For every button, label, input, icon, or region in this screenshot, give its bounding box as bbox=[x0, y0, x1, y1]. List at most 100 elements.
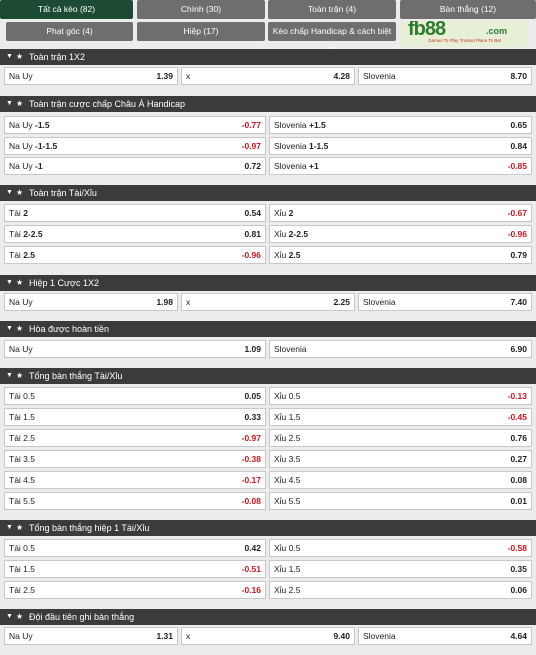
caret-down-icon[interactable]: ▼ bbox=[6, 325, 13, 332]
odds-cell[interactable]: Na Uy -1 0.72 bbox=[4, 157, 266, 175]
odds-value: 4.28 bbox=[333, 71, 350, 81]
odds-row: Na Uy 1.09 Slovenia 6.90 bbox=[4, 340, 532, 358]
tab-goals[interactable]: Bàn thắng (12) bbox=[400, 0, 536, 19]
tab-main[interactable]: Chính (30) bbox=[137, 0, 265, 19]
caret-down-icon[interactable]: ▼ bbox=[6, 613, 13, 620]
caret-down-icon[interactable]: ▼ bbox=[6, 100, 13, 107]
odds-value: 0.84 bbox=[510, 141, 527, 151]
tab-half[interactable]: Hiệp (17) bbox=[137, 22, 265, 41]
odds-value: 0.72 bbox=[244, 161, 261, 171]
odds-cell[interactable]: Xỉu 1.5 0.35 bbox=[269, 560, 532, 578]
star-icon[interactable]: ★ bbox=[16, 523, 24, 532]
odds-cell[interactable]: Xỉu 1.5 -0.45 bbox=[269, 408, 532, 426]
odds-cell[interactable]: Slovenia 4.64 bbox=[358, 627, 532, 645]
star-icon[interactable]: ★ bbox=[16, 278, 24, 287]
odds-cell[interactable]: Na Uy 1.09 bbox=[4, 340, 266, 358]
handicap-line: 2 bbox=[288, 208, 294, 218]
odds-cell[interactable]: Tài 0.5 0.42 bbox=[4, 539, 266, 557]
section-header[interactable]: ▼ ★ Toàn trận cược chấp Châu Á Handicap bbox=[0, 96, 536, 112]
odds-cell[interactable]: x 4.28 bbox=[181, 67, 355, 85]
odds-cell[interactable]: Tài 2.5 -0.16 bbox=[4, 581, 266, 599]
section-header[interactable]: ▼ ★ Toàn trận Tài/Xỉu bbox=[0, 185, 536, 201]
tab-handicap[interactable]: Kèo chấp Handicap & cách biệt (3) bbox=[268, 22, 396, 55]
star-icon[interactable]: ★ bbox=[16, 371, 24, 380]
odds-value: 0.76 bbox=[510, 433, 527, 443]
odds-cell[interactable]: Slovenia 6.90 bbox=[269, 340, 532, 358]
odds-cell[interactable]: Slovenia 8.70 bbox=[358, 67, 532, 85]
selection-label: Tài 0.5 bbox=[9, 391, 35, 401]
star-icon[interactable]: ★ bbox=[16, 52, 24, 61]
odds-cell[interactable]: Xỉu 4.5 0.08 bbox=[269, 471, 532, 489]
section-header[interactable]: ▼ ★ Hiệp 1 Cược 1X2 bbox=[0, 275, 536, 291]
odds-cell[interactable]: Xỉu 0.5 -0.13 bbox=[269, 387, 532, 405]
odds-cell[interactable]: Xỉu 5.5 0.01 bbox=[269, 492, 532, 510]
star-icon[interactable]: ★ bbox=[16, 324, 24, 333]
tab-all[interactable]: Tất cả kèo (82) bbox=[0, 0, 133, 19]
odds-value: 7.40 bbox=[510, 297, 527, 307]
handicap-line: -1.5 bbox=[35, 120, 50, 130]
odds-cell[interactable]: Slovenia 1-1.5 0.84 bbox=[269, 137, 532, 155]
selection-label: Slovenia bbox=[274, 344, 307, 354]
odds-cell[interactable]: Tài 0.5 0.05 bbox=[4, 387, 266, 405]
star-icon[interactable]: ★ bbox=[16, 188, 24, 197]
odds-cell[interactable]: Tài 3.5 -0.38 bbox=[4, 450, 266, 468]
odds-cell[interactable]: Xỉu 2.5 0.79 bbox=[269, 246, 532, 264]
odds-value: 0.54 bbox=[244, 208, 261, 218]
selection-label: Na Uy bbox=[9, 71, 33, 81]
fb88-logo[interactable]: fb88 .com Games To Play Trusted Place To… bbox=[400, 21, 528, 47]
section-header[interactable]: ▼ ★ Đội đầu tiên ghi bàn thắng bbox=[0, 609, 536, 625]
odds-cell[interactable]: Tài 2 0.54 bbox=[4, 204, 266, 222]
odds-value: 2.25 bbox=[333, 297, 350, 307]
selection-label: Xỉu 2-2.5 bbox=[274, 229, 309, 239]
odds-cell[interactable]: Xỉu 0.5 -0.58 bbox=[269, 539, 532, 557]
odds-cell[interactable]: Xỉu 2.5 0.06 bbox=[269, 581, 532, 599]
selection-label: Slovenia +1.5 bbox=[274, 120, 326, 130]
odds-cell[interactable]: Tài 2-2.5 0.81 bbox=[4, 225, 266, 243]
star-icon[interactable]: ★ bbox=[16, 612, 24, 621]
selection-label: Slovenia bbox=[363, 297, 396, 307]
odds-cell[interactable]: Xỉu 2-2.5 -0.96 bbox=[269, 225, 532, 243]
odds-cell[interactable]: Tài 1.5 0.33 bbox=[4, 408, 266, 426]
caret-down-icon[interactable]: ▼ bbox=[6, 53, 13, 60]
section-header[interactable]: ▼ ★ Tổng bàn thắng hiệp 1 Tài/Xỉu bbox=[0, 520, 536, 536]
odds-cell[interactable]: Tài 2.5 -0.97 bbox=[4, 429, 266, 447]
handicap-line: 2 bbox=[23, 208, 28, 218]
odds-cell[interactable]: x 9.40 bbox=[181, 627, 355, 645]
odds-cell[interactable]: Xỉu 2.5 0.76 bbox=[269, 429, 532, 447]
caret-down-icon[interactable]: ▼ bbox=[6, 524, 13, 531]
odds-value: -0.13 bbox=[507, 391, 527, 401]
odds-value: 0.79 bbox=[510, 250, 527, 260]
odds-cell[interactable]: Slovenia 7.40 bbox=[358, 293, 532, 311]
tab-full-match[interactable]: Toàn trận (4) bbox=[268, 0, 396, 19]
odds-cell[interactable]: Na Uy -1.5 -0.77 bbox=[4, 116, 266, 134]
odds-row: Tài 3.5 -0.38 Xỉu 3.5 0.27 bbox=[4, 450, 532, 468]
selection-label: Tài 5.5 bbox=[9, 496, 35, 506]
section-header[interactable]: ▼ ★ Toàn trận 1X2 bbox=[0, 49, 536, 65]
odds-cell[interactable]: Slovenia +1 -0.85 bbox=[269, 157, 532, 175]
caret-down-icon[interactable]: ▼ bbox=[6, 189, 13, 196]
odds-value: 0.06 bbox=[510, 585, 527, 595]
odds-cell[interactable]: Na Uy 1.39 bbox=[4, 67, 178, 85]
odds-cell[interactable]: Na Uy 1.31 bbox=[4, 627, 178, 645]
odds-cell[interactable]: x 2.25 bbox=[181, 293, 355, 311]
odds-row: Tài 5.5 -0.08 Xỉu 5.5 0.01 bbox=[4, 492, 532, 510]
section-header[interactable]: ▼ ★ Tổng bàn thắng Tài/Xỉu bbox=[0, 368, 536, 384]
odds-cell[interactable]: Xỉu 3.5 0.27 bbox=[269, 450, 532, 468]
odds-cell[interactable]: Tài 5.5 -0.08 bbox=[4, 492, 266, 510]
selection-label: Tài 1.5 bbox=[9, 412, 35, 422]
odds-cell[interactable]: Tài 4.5 -0.17 bbox=[4, 471, 266, 489]
odds-cell[interactable]: Tài 1.5 -0.51 bbox=[4, 560, 266, 578]
odds-value: 0.81 bbox=[244, 229, 261, 239]
tab-corners[interactable]: Phạt góc (4) bbox=[6, 22, 133, 41]
caret-down-icon[interactable]: ▼ bbox=[6, 279, 13, 286]
odds-value: 1.09 bbox=[244, 344, 261, 354]
odds-cell[interactable]: Na Uy 1.98 bbox=[4, 293, 178, 311]
star-icon[interactable]: ★ bbox=[16, 99, 24, 108]
odds-value: 0.42 bbox=[244, 543, 261, 553]
odds-cell[interactable]: Tài 2.5 -0.96 bbox=[4, 246, 266, 264]
section-header[interactable]: ▼ ★ Hòa được hoàn tiền bbox=[0, 321, 536, 337]
odds-cell[interactable]: Na Uy -1-1.5 -0.97 bbox=[4, 137, 266, 155]
caret-down-icon[interactable]: ▼ bbox=[6, 372, 13, 379]
odds-cell[interactable]: Slovenia +1.5 0.65 bbox=[269, 116, 532, 134]
odds-cell[interactable]: Xỉu 2 -0.67 bbox=[269, 204, 532, 222]
